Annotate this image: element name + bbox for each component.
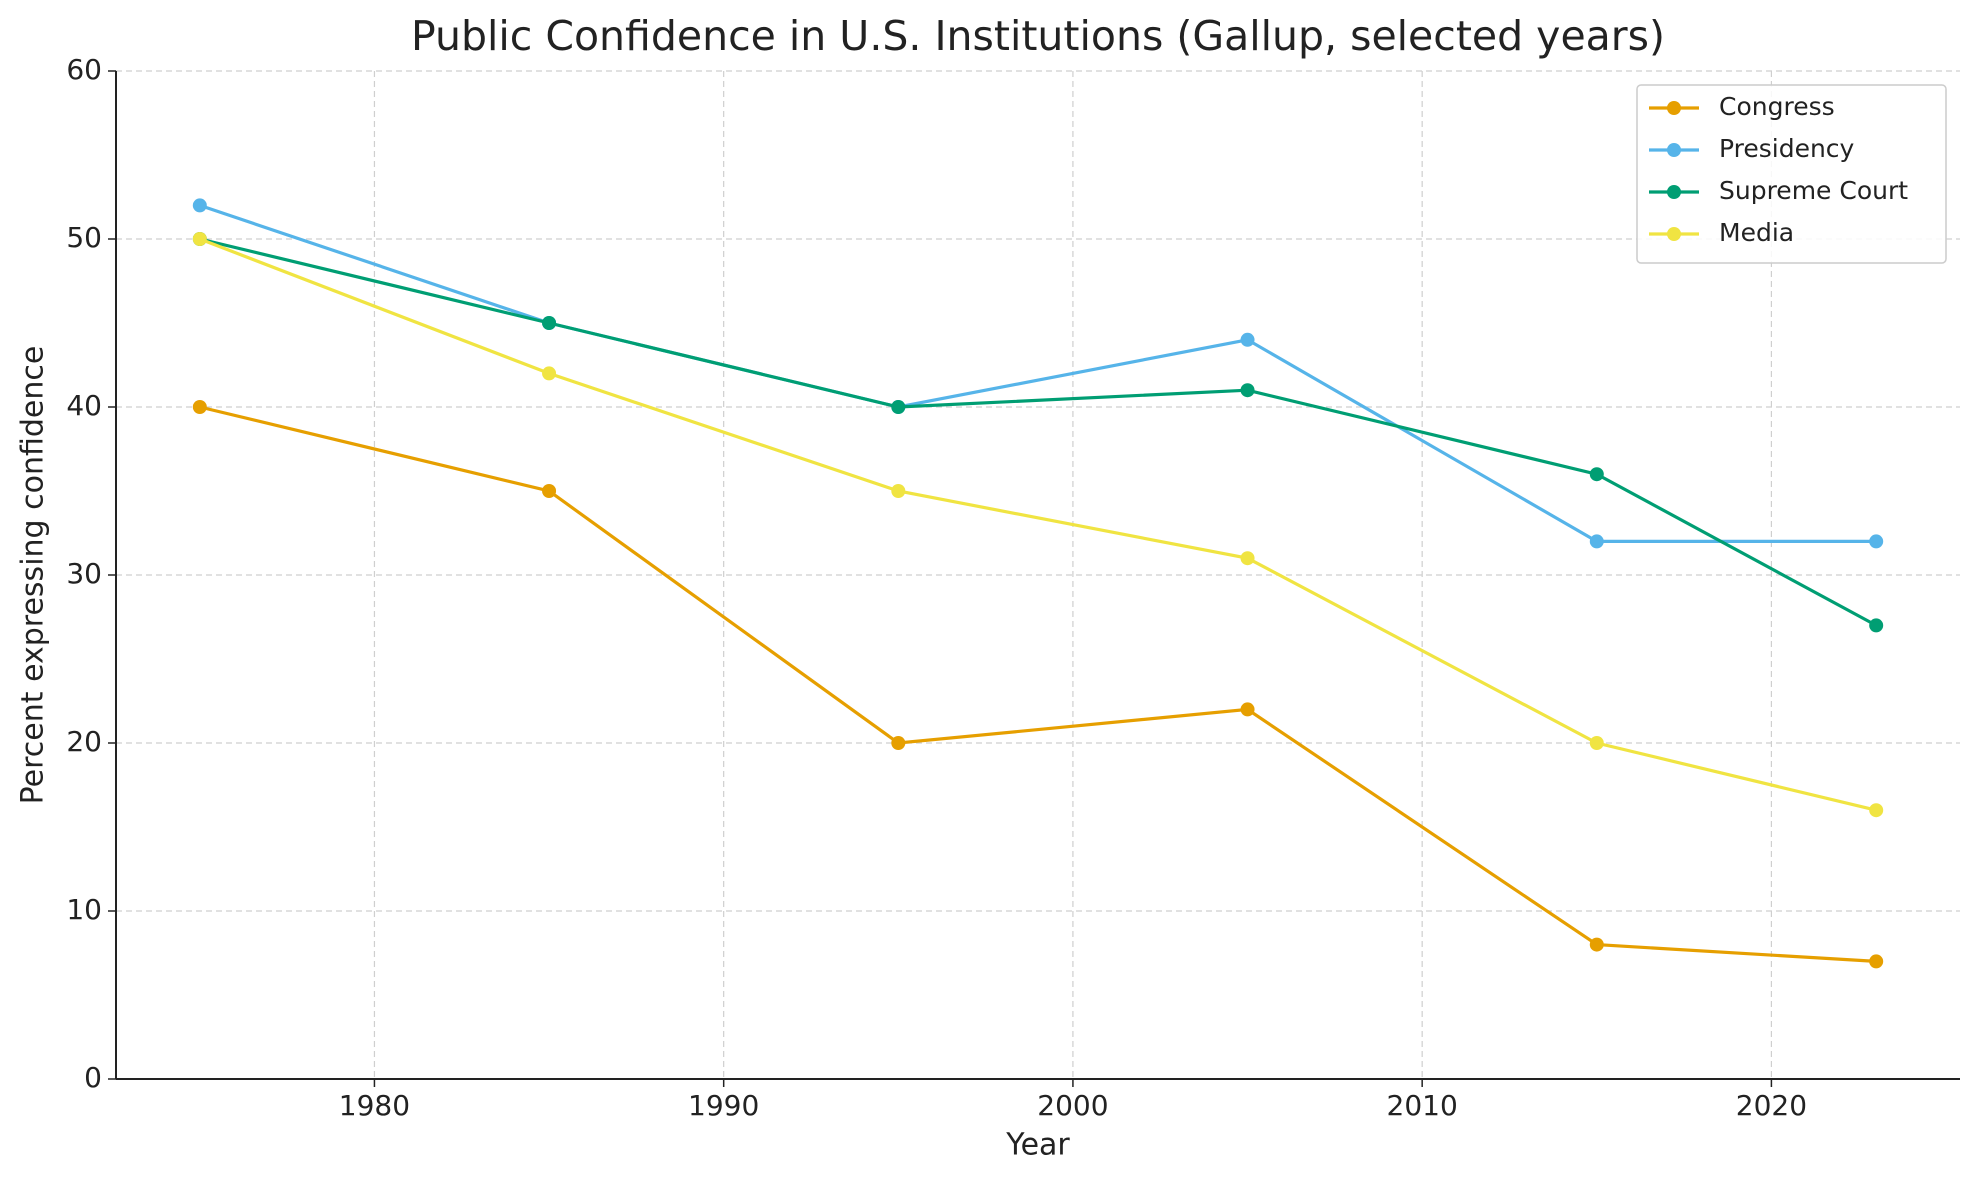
y-tick-label: 60 bbox=[66, 53, 102, 86]
legend-label: Supreme Court bbox=[1719, 176, 1908, 205]
legend-marker bbox=[1667, 143, 1681, 157]
x-tick-label: 1980 bbox=[339, 1089, 410, 1122]
point bbox=[192, 232, 207, 246]
point bbox=[1240, 551, 1255, 566]
y-tick-label: 40 bbox=[66, 389, 102, 422]
series-line bbox=[199, 203, 1877, 544]
point bbox=[542, 484, 557, 498]
point bbox=[192, 400, 207, 414]
x-tick-label: 1990 bbox=[688, 1089, 759, 1122]
y-axis-label: Percent expressing confidence bbox=[16, 346, 51, 805]
chart-title: Public Confidence in U.S. Institutions (… bbox=[411, 12, 1665, 60]
point bbox=[1869, 534, 1884, 549]
legend-label: Presidency bbox=[1719, 134, 1855, 163]
y-tick-label: 0 bbox=[84, 1061, 102, 1094]
point bbox=[1240, 332, 1255, 347]
point bbox=[1869, 618, 1884, 633]
point bbox=[1589, 736, 1604, 750]
legend-box bbox=[1636, 84, 1947, 264]
point bbox=[192, 198, 207, 213]
point bbox=[1589, 534, 1604, 549]
point bbox=[1240, 702, 1255, 717]
point bbox=[1869, 803, 1884, 818]
legend-marker bbox=[1667, 101, 1681, 115]
x-tick-label: 2020 bbox=[1736, 1089, 1807, 1122]
legend-label: Congress bbox=[1719, 92, 1835, 121]
point bbox=[542, 316, 557, 330]
x-tick-label: 2000 bbox=[1037, 1089, 1108, 1122]
legend-label: Media bbox=[1719, 218, 1794, 247]
series-line bbox=[199, 405, 1877, 963]
x-axis-label: Year bbox=[1005, 1128, 1070, 1163]
series-line bbox=[199, 237, 1877, 627]
y-tick-label: 30 bbox=[66, 557, 102, 590]
point bbox=[891, 736, 906, 750]
point bbox=[891, 400, 906, 414]
point bbox=[891, 484, 906, 498]
series-line bbox=[199, 237, 1877, 812]
point bbox=[1589, 937, 1604, 952]
point bbox=[542, 366, 557, 381]
point bbox=[1869, 954, 1884, 969]
point bbox=[1240, 383, 1255, 398]
legend-marker bbox=[1667, 227, 1681, 241]
x-tick-label: 2010 bbox=[1387, 1089, 1458, 1122]
y-tick-label: 50 bbox=[66, 221, 102, 254]
legend-marker bbox=[1667, 185, 1681, 199]
point bbox=[1589, 467, 1604, 482]
y-tick-label: 10 bbox=[66, 893, 102, 926]
y-tick-label: 20 bbox=[66, 725, 102, 758]
